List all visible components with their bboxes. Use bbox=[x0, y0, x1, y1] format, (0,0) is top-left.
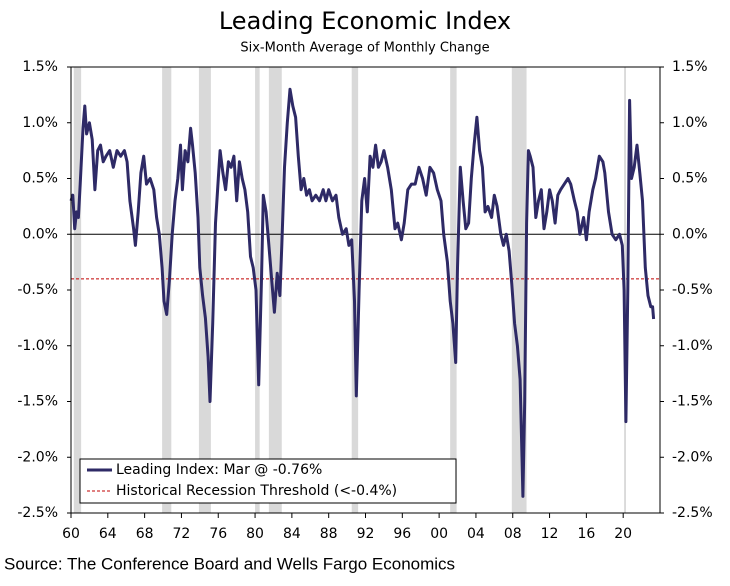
y2-tick-label: -1.0% bbox=[672, 338, 713, 354]
recession-band bbox=[73, 67, 82, 513]
legend-label: Historical Recession Threshold (<-0.4%) bbox=[116, 483, 397, 499]
recession-band bbox=[198, 67, 211, 513]
y-tick-label: 0.0% bbox=[22, 226, 58, 242]
source-note: Source: The Conference Board and Wells F… bbox=[4, 554, 455, 573]
x-tick-label: 92 bbox=[357, 526, 375, 542]
plot-frame bbox=[70, 66, 661, 514]
recession-band bbox=[511, 67, 527, 513]
x-tick-label: 08 bbox=[504, 526, 522, 542]
x-tick-label: 04 bbox=[467, 526, 485, 542]
x-tick-label: 16 bbox=[577, 526, 595, 542]
legend-box bbox=[79, 458, 457, 504]
x-tick-label: 76 bbox=[209, 526, 227, 542]
y-tick-label: 1.0% bbox=[22, 115, 58, 131]
x-tick-label: 96 bbox=[393, 526, 411, 542]
y2-tick-label: 0.5% bbox=[672, 171, 708, 187]
y2-tick-label: 0.0% bbox=[672, 226, 708, 242]
y-tick-label: 1.5% bbox=[22, 59, 58, 75]
y2-tick-label: -0.5% bbox=[672, 282, 713, 298]
y-tick-label: -2.0% bbox=[17, 449, 58, 465]
legend-label: Leading Index: Mar @ -0.76% bbox=[116, 462, 322, 478]
y-tick-label: -2.5% bbox=[17, 505, 58, 521]
y2-tick-label: -2.0% bbox=[672, 449, 713, 465]
recession-band bbox=[450, 67, 457, 513]
y2-tick-label: -1.5% bbox=[672, 394, 713, 410]
x-tick-label: 12 bbox=[541, 526, 559, 542]
recession-band bbox=[162, 67, 172, 513]
y-tick-label: -1.5% bbox=[17, 394, 58, 410]
chart-subtitle: Six-Month Average of Monthly Change bbox=[240, 41, 489, 56]
y-tick-label: 0.5% bbox=[22, 171, 58, 187]
y2-tick-label: 1.5% bbox=[672, 59, 708, 75]
y2-tick-label: -2.5% bbox=[672, 505, 713, 521]
x-tick-label: 20 bbox=[614, 526, 632, 542]
x-tick-label: 80 bbox=[246, 526, 264, 542]
series-line bbox=[69, 87, 656, 498]
x-tick-label: 00 bbox=[430, 526, 448, 542]
x-tick-label: 84 bbox=[283, 526, 301, 542]
y2-tick-label: 1.0% bbox=[672, 115, 708, 131]
x-tick-label: 72 bbox=[173, 526, 191, 542]
chart-title: Leading Economic Index bbox=[219, 7, 511, 35]
x-tick-label: 64 bbox=[99, 526, 117, 542]
y-tick-label: -1.0% bbox=[17, 338, 58, 354]
x-tick-label: 88 bbox=[320, 526, 338, 542]
y-tick-label: -0.5% bbox=[17, 282, 58, 298]
x-tick-label: 60 bbox=[62, 526, 80, 542]
x-tick-label: 68 bbox=[136, 526, 154, 542]
